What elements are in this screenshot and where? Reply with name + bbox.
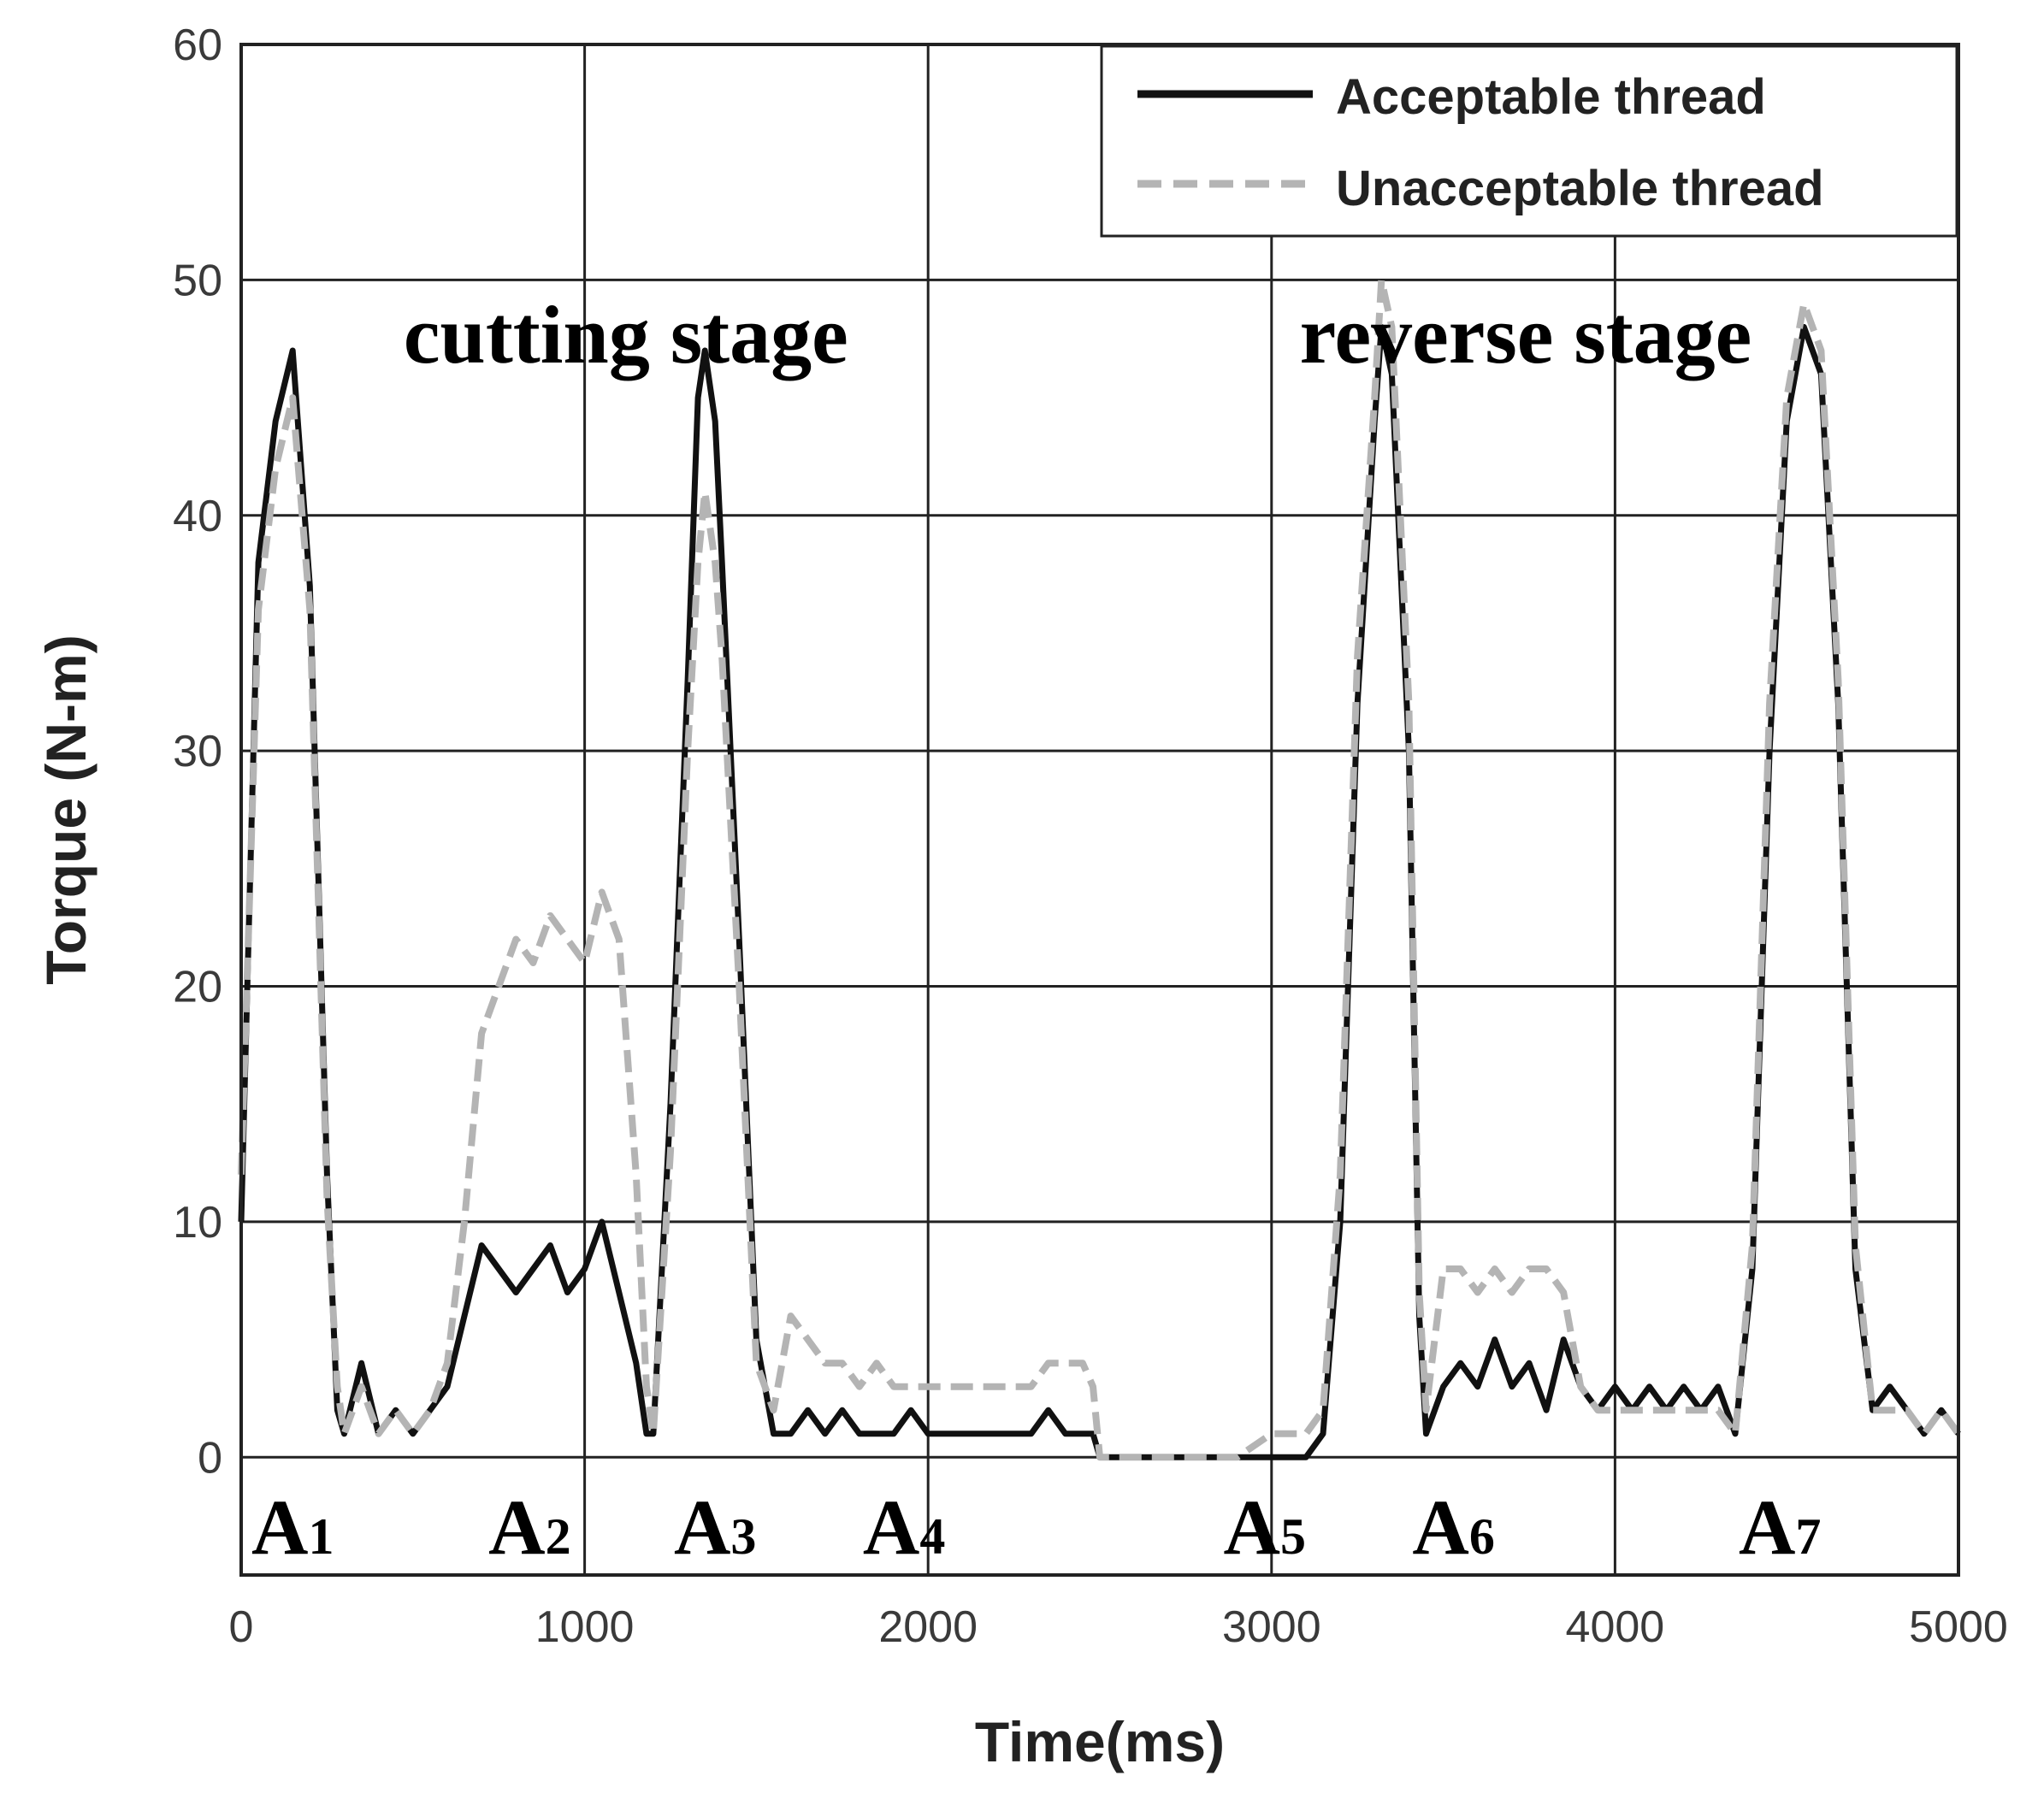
y-tick-label-4: 40 <box>173 492 222 541</box>
legend-label-unacceptable: Unacceptable thread <box>1336 161 1824 216</box>
x-axis-title: Time(ms) <box>975 1710 1225 1773</box>
y-tick-label-6: 60 <box>173 21 222 70</box>
region-labels: A1 A2 A3 A4 A5 A6 A7 <box>251 1484 1821 1571</box>
axis-ticks: 0 1000 2000 3000 4000 5000 0 10 20 30 40 50 60 <box>173 21 2008 1652</box>
x-tick-label-4: 4000 <box>1566 1602 1665 1652</box>
region-label-5: A5 <box>1224 1484 1306 1571</box>
region-label-2: A2 <box>488 1484 570 1571</box>
x-tick-label-0: 0 <box>229 1602 254 1652</box>
stage-annotation-1: reverse stage <box>1300 289 1752 380</box>
x-tick-label-3: 3000 <box>1222 1602 1321 1652</box>
legend-box <box>1100 44 1958 238</box>
region-label-3: A3 <box>674 1484 756 1571</box>
legend-label-acceptable: Acceptable thread <box>1336 69 1766 125</box>
y-tick-label-5: 50 <box>173 256 222 305</box>
region-label-6: A6 <box>1412 1484 1494 1571</box>
data-series <box>238 276 1962 1461</box>
grid-lines <box>239 43 1960 1575</box>
stage-annotations: cutting stage reverse stage <box>404 289 1752 380</box>
plot-frame <box>239 43 1960 1577</box>
x-tick-label-5: 5000 <box>1909 1602 2008 1652</box>
region-label-4: A4 <box>863 1484 945 1571</box>
stage-annotation-0: cutting stage <box>404 289 848 380</box>
y-axis-title: Torque (N-m) <box>34 634 97 984</box>
region-label-7: A7 <box>1739 1484 1821 1571</box>
y-tick-label-1: 10 <box>173 1198 222 1248</box>
region-label-1: A1 <box>251 1484 334 1571</box>
x-tick-label-1: 1000 <box>535 1602 635 1652</box>
y-tick-label-3: 30 <box>173 727 222 776</box>
legend: Acceptable thread Unacceptable thread <box>1100 44 1958 238</box>
series-line-unacceptable <box>238 276 1962 1461</box>
x-tick-label-2: 2000 <box>878 1602 978 1652</box>
y-tick-label-2: 20 <box>173 963 222 1012</box>
series-line-acceptable <box>238 324 1961 1460</box>
y-tick-label-0: 0 <box>198 1433 222 1483</box>
